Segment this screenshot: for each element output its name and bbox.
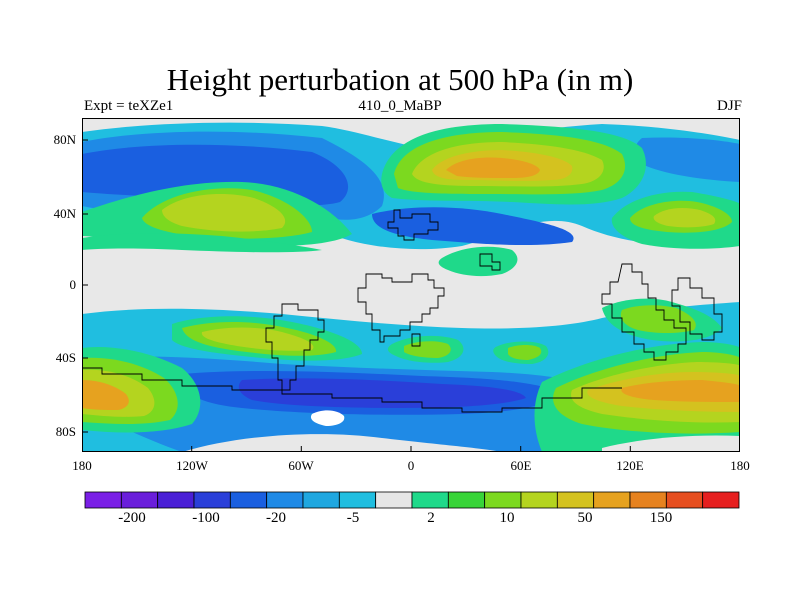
colorbar-label: -5 <box>346 510 360 526</box>
coastlines <box>82 209 723 413</box>
x-tick-label: 120E <box>616 458 644 473</box>
north-high-right-yellow <box>653 208 716 228</box>
y-tick-label: 40N <box>53 206 76 221</box>
y-tick-label: 80S <box>55 424 76 439</box>
north-atlantic-low <box>372 207 574 246</box>
coastline-asia <box>601 263 687 361</box>
coastline-japan <box>479 253 501 271</box>
colorbar-box <box>593 491 631 509</box>
y-tick-marks <box>82 139 88 433</box>
x-tick-label: 180 <box>730 458 750 473</box>
coastline-africa-europe <box>387 209 439 241</box>
experiment-label: Expt = teXZe1 <box>84 98 174 114</box>
colorbar-box <box>520 491 558 509</box>
south-high-midlat-yellow <box>201 327 314 351</box>
y-tick-label: 40S <box>55 350 76 365</box>
south-polar-neutral <box>182 434 502 452</box>
south-high-left-orange <box>82 380 129 410</box>
x-tick-label: 0 <box>407 458 415 473</box>
south-small-high-indian-green <box>508 345 542 360</box>
season-label: DJF <box>716 98 742 114</box>
colorbar-box <box>229 491 268 509</box>
colorbar-label: 50 <box>577 510 593 526</box>
colorbar-label: -20 <box>266 510 286 526</box>
x-tick-marks <box>82 446 740 452</box>
contour-map <box>82 118 740 452</box>
y-tick-label: 0 <box>69 277 77 292</box>
time-label: 410_0_MaBP <box>358 98 442 114</box>
x-tick-label: 180 <box>72 458 92 473</box>
coastline-south-america <box>265 303 325 391</box>
colorbar-box <box>411 491 449 509</box>
south-small-high-atlantic-green <box>404 341 451 358</box>
coastline-antarctica <box>82 367 622 413</box>
colorbar-box <box>84 491 122 509</box>
colorbar-box <box>447 491 486 509</box>
x-tick-label: 60E <box>510 458 532 473</box>
colorbar <box>84 491 740 509</box>
colorbar-box <box>120 491 159 509</box>
north-high-left-yellow <box>162 194 286 232</box>
south-high-australia-green <box>620 305 696 333</box>
x-tick-label: 120W <box>176 458 208 473</box>
colorbar-box <box>556 491 595 509</box>
plot-title: Height perturbation at 500 hPa (in m) <box>166 62 634 97</box>
colorbar-label: 2 <box>427 510 435 526</box>
south-polar-high-small <box>310 410 345 426</box>
colorbar-label: -200 <box>118 510 146 526</box>
colorbar-box <box>266 491 304 509</box>
colorbar-box <box>702 491 740 509</box>
south-darker-blue <box>238 378 526 408</box>
coastline-africa <box>357 273 445 343</box>
north-high-center-orange <box>446 157 540 178</box>
north-teal-strip <box>82 233 322 253</box>
colorbar-box <box>302 491 340 509</box>
colorbar-box <box>629 491 667 509</box>
colorbar-box <box>193 491 231 509</box>
colorbar-box <box>665 491 704 509</box>
colorbar-label: 10 <box>499 510 515 526</box>
tropical-teal-patch <box>438 246 518 277</box>
north-pacific-east-low <box>635 137 740 182</box>
colorbar-box <box>338 491 377 509</box>
colorbar-box <box>375 491 413 509</box>
colorbar-box <box>157 491 195 509</box>
south-pole-bottom-neutral <box>602 435 740 452</box>
coastline-madagascar <box>411 333 421 347</box>
colorbar-label: -100 <box>192 510 220 526</box>
x-tick-label: 60W <box>288 458 314 473</box>
coastline-australia <box>671 277 723 341</box>
colorbar-label: 150 <box>649 510 673 526</box>
colorbar-box <box>484 491 522 509</box>
south-high-pacific-right-orange <box>621 380 740 402</box>
y-tick-label: 80N <box>53 132 76 147</box>
